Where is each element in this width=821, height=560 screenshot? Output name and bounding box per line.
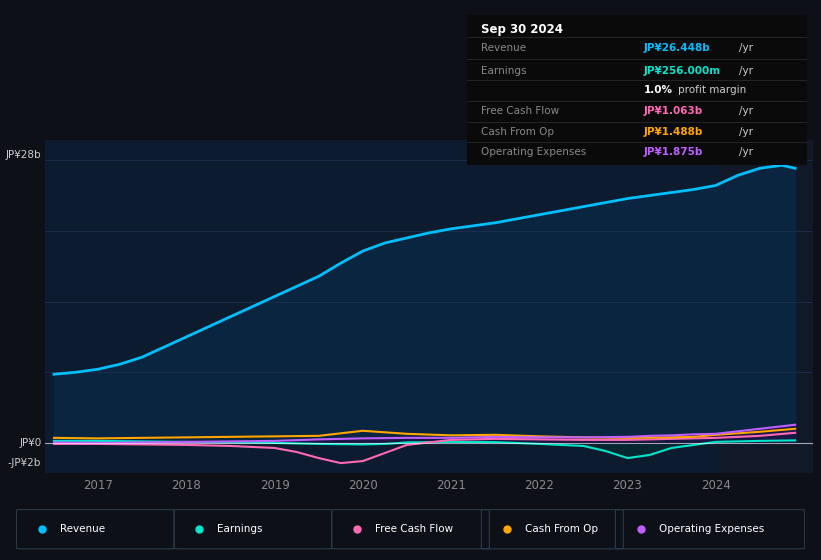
Text: Cash From Op: Cash From Op xyxy=(525,524,598,534)
Text: 1.0%: 1.0% xyxy=(644,85,673,95)
Text: Cash From Op: Cash From Op xyxy=(481,127,553,137)
Text: Revenue: Revenue xyxy=(481,43,526,53)
Text: Operating Expenses: Operating Expenses xyxy=(658,524,764,534)
Text: JP¥1.875b: JP¥1.875b xyxy=(644,147,704,157)
Text: Sep 30 2024: Sep 30 2024 xyxy=(481,22,562,36)
Text: JP¥28b: JP¥28b xyxy=(6,150,41,160)
Bar xyxy=(720,140,813,473)
Text: JP¥26.448b: JP¥26.448b xyxy=(644,43,711,53)
Text: Earnings: Earnings xyxy=(218,524,263,534)
Text: Free Cash Flow: Free Cash Flow xyxy=(481,106,559,116)
Text: /yr: /yr xyxy=(739,66,753,76)
Text: Earnings: Earnings xyxy=(481,66,526,76)
Text: JP¥256.000m: JP¥256.000m xyxy=(644,66,721,76)
Text: Free Cash Flow: Free Cash Flow xyxy=(375,524,453,534)
Text: profit margin: profit margin xyxy=(678,85,746,95)
Text: /yr: /yr xyxy=(739,147,753,157)
Text: /yr: /yr xyxy=(739,43,753,53)
Text: JP¥0: JP¥0 xyxy=(19,438,41,448)
Text: -JP¥2b: -JP¥2b xyxy=(8,458,41,468)
Text: JP¥1.488b: JP¥1.488b xyxy=(644,127,704,137)
Text: /yr: /yr xyxy=(739,106,753,116)
Text: Revenue: Revenue xyxy=(60,524,105,534)
Text: /yr: /yr xyxy=(739,127,753,137)
Text: Operating Expenses: Operating Expenses xyxy=(481,147,586,157)
Text: JP¥1.063b: JP¥1.063b xyxy=(644,106,703,116)
